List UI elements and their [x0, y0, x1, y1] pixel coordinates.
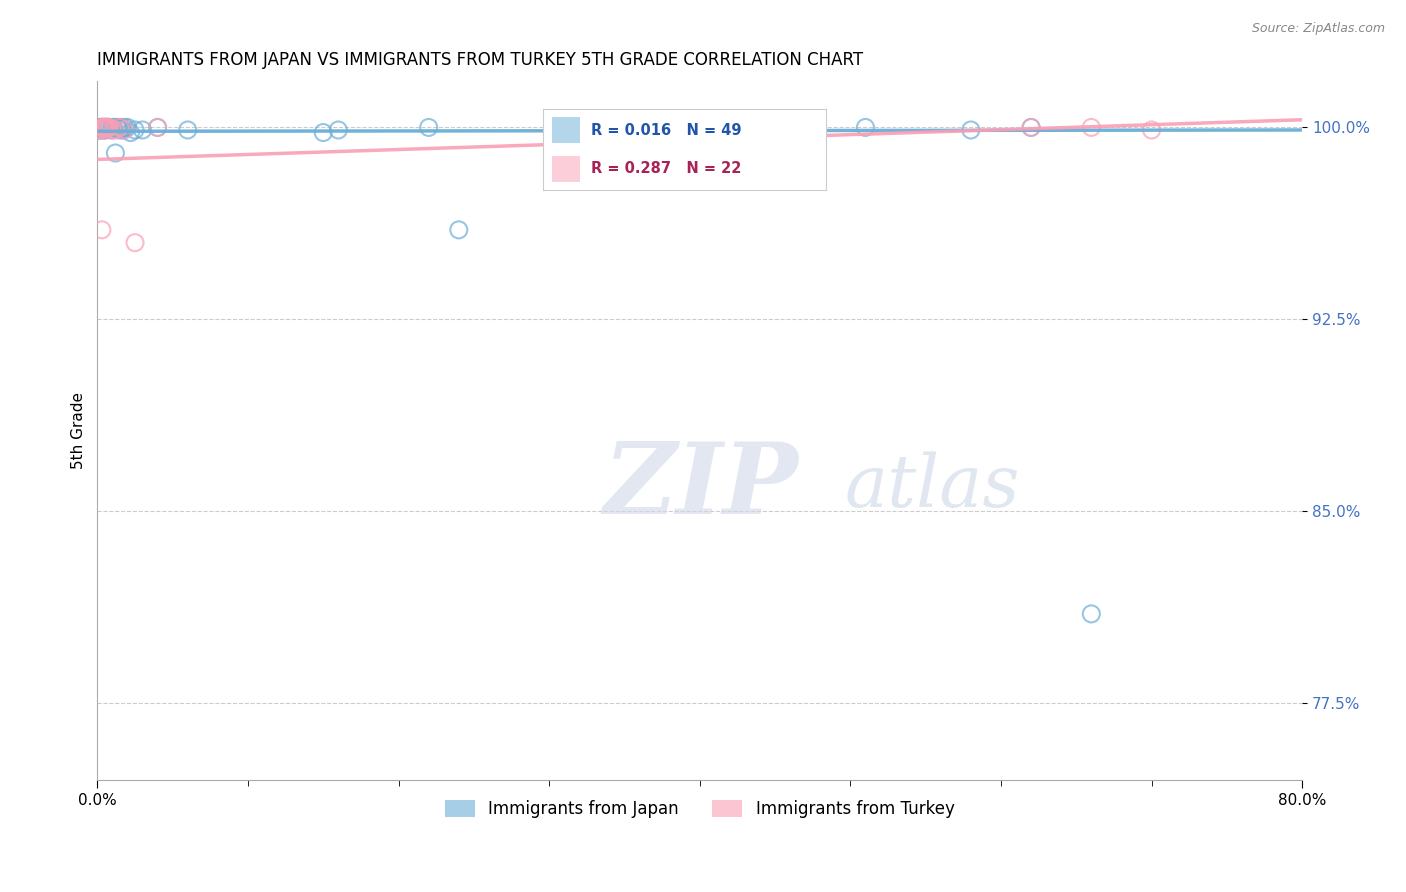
Point [177, 123, 200, 137]
Point [328, 123, 350, 137]
Point [1140, 123, 1163, 137]
Point [1019, 120, 1042, 135]
Point [90, 120, 112, 135]
Point [87, 123, 110, 137]
Point [110, 120, 132, 135]
Point [104, 146, 127, 161]
Text: ZIP: ZIP [603, 439, 799, 535]
Point [97, 120, 120, 135]
Point [111, 123, 134, 137]
Point [749, 120, 772, 135]
Point [94, 123, 117, 137]
Point [90, 120, 112, 135]
Text: atlas: atlas [845, 451, 1019, 522]
Point [89, 120, 111, 135]
Point [583, 123, 606, 137]
Point [1019, 120, 1042, 135]
Point [447, 223, 470, 237]
Point [90, 120, 112, 135]
Point [94, 123, 117, 137]
Point [124, 123, 146, 137]
Point [105, 120, 128, 135]
Point [108, 123, 131, 137]
Point [120, 126, 142, 140]
Point [96, 120, 118, 135]
Point [131, 123, 153, 137]
Point [418, 120, 440, 135]
Point [100, 123, 122, 137]
Point [107, 120, 129, 135]
Point [103, 120, 125, 135]
Point [312, 126, 335, 140]
Point [94, 120, 117, 135]
Point [93, 120, 115, 135]
Point [98, 120, 121, 135]
Point [146, 120, 169, 135]
Point [90, 120, 112, 135]
Point [93, 120, 115, 135]
Point [94, 120, 117, 135]
Point [90, 223, 112, 237]
Point [117, 120, 139, 135]
Point [124, 235, 146, 250]
Point [644, 120, 666, 135]
Point [96, 120, 118, 135]
Point [97, 120, 120, 135]
Point [146, 120, 169, 135]
Point [90, 120, 112, 135]
Text: IMMIGRANTS FROM JAPAN VS IMMIGRANTS FROM TURKEY 5TH GRADE CORRELATION CHART: IMMIGRANTS FROM JAPAN VS IMMIGRANTS FROM… [97, 51, 863, 69]
Point [94, 120, 117, 135]
Point [93, 120, 115, 135]
Point [94, 120, 117, 135]
Point [93, 120, 115, 135]
Point [855, 120, 877, 135]
Text: Source: ZipAtlas.com: Source: ZipAtlas.com [1251, 22, 1385, 36]
Point [960, 123, 983, 137]
Point [114, 123, 136, 137]
Point [89, 123, 111, 137]
Point [114, 120, 136, 135]
Point [108, 120, 131, 135]
Point [104, 123, 127, 137]
Y-axis label: 5th Grade: 5th Grade [72, 392, 86, 469]
Point [101, 120, 124, 135]
Point [93, 123, 115, 137]
Legend: Immigrants from Japan, Immigrants from Turkey: Immigrants from Japan, Immigrants from T… [439, 793, 962, 824]
Point [87, 123, 110, 137]
Point [96, 120, 118, 135]
Point [1080, 607, 1102, 621]
Point [1080, 120, 1102, 135]
Point [97, 120, 120, 135]
Point [101, 123, 124, 137]
Point [98, 120, 121, 135]
Point [734, 123, 756, 137]
Point [89, 123, 111, 137]
Point [97, 120, 120, 135]
Point [779, 123, 801, 137]
Point [96, 120, 118, 135]
Point [97, 120, 120, 135]
